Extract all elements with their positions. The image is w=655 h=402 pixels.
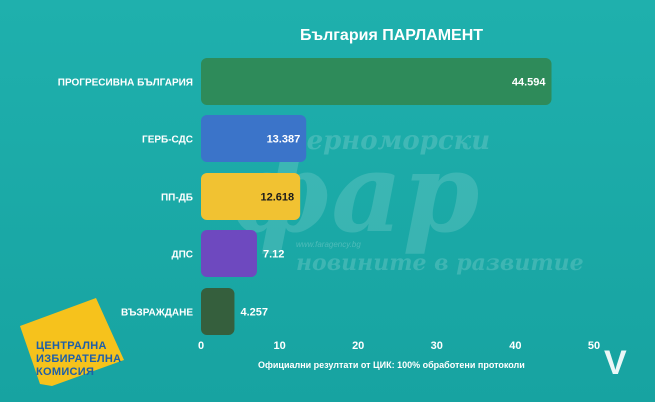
bar-1 <box>201 58 552 105</box>
logo-line-2: ИЗБИРАТЕЛНА <box>36 353 122 365</box>
x-tick-label-1: 0 <box>198 340 204 352</box>
watermark-site: www.faragency.bg <box>296 240 361 249</box>
bar-3 <box>201 173 301 220</box>
cik-logo-text: ЦЕНТРАЛНА ИЗБИРАТЕЛНА КОМИСИЯ <box>36 340 121 379</box>
x-tick-label-5: 40 <box>509 340 521 352</box>
category-label-5: ВЪЗРАЖДАНЕ <box>121 308 193 319</box>
bar-2 <box>201 115 307 162</box>
data-label-1: 44.594 <box>512 77 547 89</box>
data-label-4: 7.12 <box>263 249 284 261</box>
category-label-3: ПП-ДБ <box>161 193 193 204</box>
x-tick-label-3: 20 <box>352 340 364 352</box>
category-label-1: ПРОГРЕСИВНА БЪЛГАРИЯ <box>58 78 193 89</box>
bar-5 <box>201 288 235 335</box>
x-tick-label-6: 50 <box>588 340 600 352</box>
x-tick-label-2: 10 <box>273 340 285 352</box>
data-label-3: 12.618 <box>261 192 295 204</box>
category-label-4: ДПС <box>171 250 193 261</box>
data-label-2: 13.387 <box>267 134 301 146</box>
category-label-2: ГЕРБ-СДС <box>142 135 193 146</box>
data-label-5: 4.257 <box>240 307 268 319</box>
bar-4 <box>201 230 257 277</box>
watermark-top: черноморски <box>288 126 491 156</box>
logo-line-3: КОМИСИЯ <box>36 366 95 378</box>
logo-line-1: ЦЕНТРАЛНА <box>36 340 107 352</box>
x-tick-label-4: 30 <box>431 340 443 352</box>
footer-note: Официални резултати от ЦИК: 100% обработ… <box>258 360 525 370</box>
v-logo-icon: V <box>604 344 627 382</box>
chart-title: България ПАРЛАМЕНТ <box>299 27 484 44</box>
watermark-bottom: новините в развитие <box>296 250 584 276</box>
cik-logo-shape <box>20 298 124 386</box>
